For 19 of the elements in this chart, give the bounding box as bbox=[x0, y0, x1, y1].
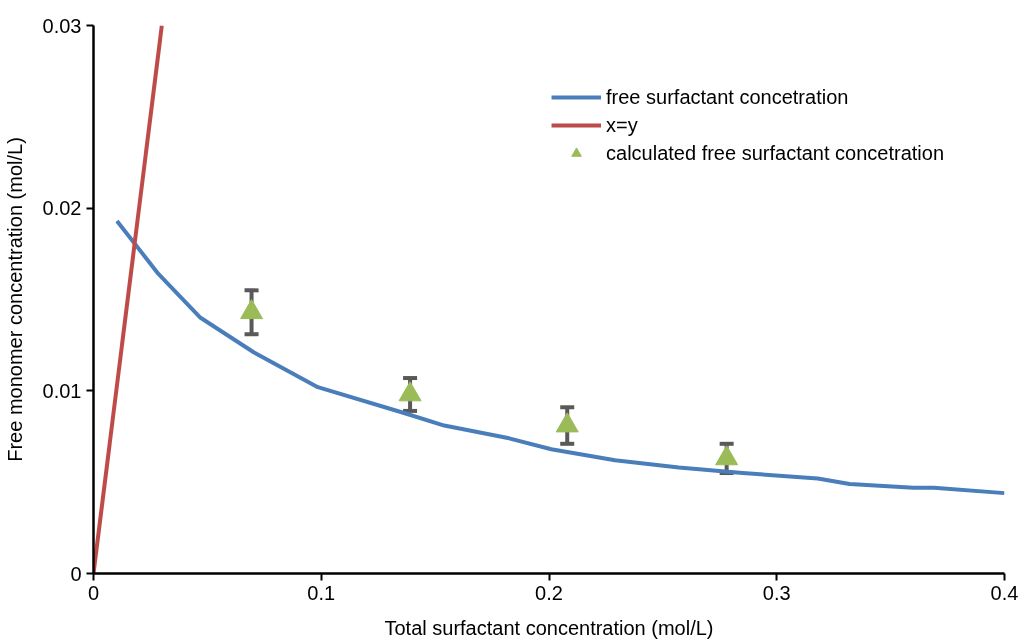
legend-label: free surfactant concetration bbox=[606, 85, 849, 109]
legend-label: calculated free surfactant concetration bbox=[606, 141, 944, 165]
x-axis-title: Total surfactant concentration (mol/L) bbox=[384, 616, 714, 639]
x-tick-label: 0.1 bbox=[307, 581, 336, 604]
y-tick-label: 0.01 bbox=[42, 379, 82, 402]
point bbox=[555, 412, 579, 433]
y-tick-label: 0 bbox=[70, 562, 82, 585]
x-tick-label: 0.2 bbox=[535, 581, 563, 604]
x-tick-label: 0.3 bbox=[762, 581, 791, 604]
point bbox=[240, 299, 264, 320]
x-tick-label: 0 bbox=[87, 581, 100, 604]
y-tick-label: 0.03 bbox=[42, 14, 82, 37]
y-tick-label: 0.02 bbox=[42, 197, 82, 220]
y-axis-title: Free monomer concentration (mol/L) bbox=[3, 137, 26, 462]
legend-label: x=y bbox=[606, 113, 638, 137]
point bbox=[398, 381, 422, 402]
point bbox=[715, 445, 739, 466]
line-series bbox=[114, 218, 1005, 496]
x-tick-label: 0.4 bbox=[990, 581, 1019, 604]
